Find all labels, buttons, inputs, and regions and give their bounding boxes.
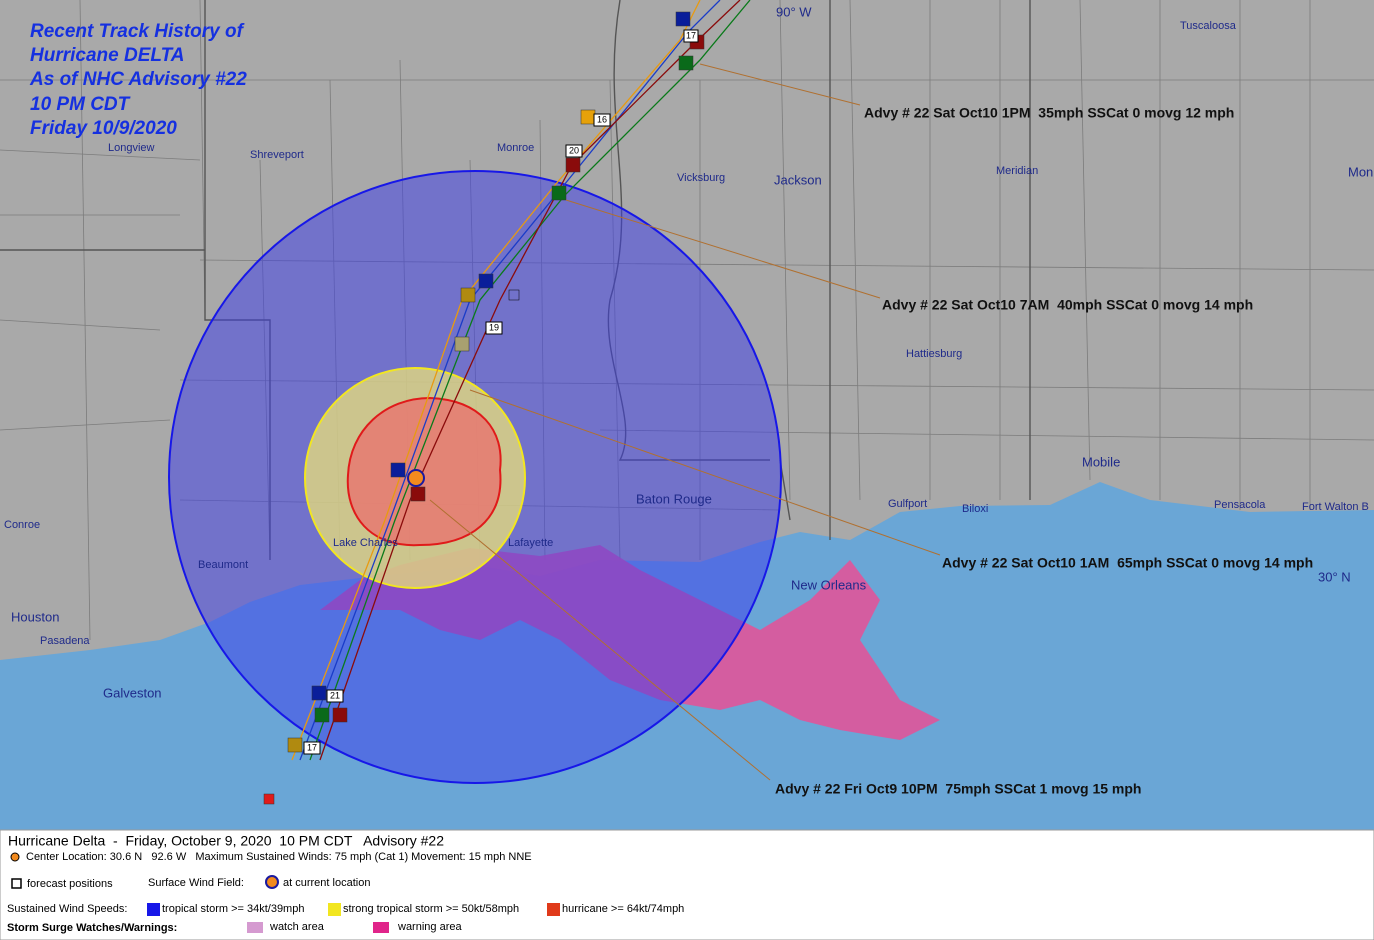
legend-surge: Storm Surge Watches/Warnings: bbox=[7, 922, 177, 934]
advisory: Advy # 22 Sat Oct10 1AM 65mph SSCat 0 mo… bbox=[942, 555, 1313, 571]
track-label: 17 bbox=[307, 742, 317, 752]
city: Longview bbox=[108, 142, 155, 154]
title-line: Hurricane DELTA bbox=[30, 45, 185, 66]
city: Pasadena bbox=[40, 635, 90, 647]
track-label: 17 bbox=[686, 30, 696, 40]
track-label: 20 bbox=[569, 145, 579, 155]
current-center bbox=[407, 469, 425, 487]
track-label: 19 bbox=[489, 322, 499, 332]
city: Gulfport bbox=[888, 498, 927, 510]
legend-heading: Hurricane Delta - Friday, October 9, 202… bbox=[8, 833, 444, 849]
city: Monroe bbox=[497, 142, 534, 154]
legend-ts: tropical storm >= 34kt/39mph bbox=[162, 903, 304, 915]
city: Hattiesburg bbox=[906, 348, 962, 360]
advisories: Advy # 22 Sat Oct10 1PM 35mph SSCat 0 mo… bbox=[775, 105, 1313, 797]
city: Jackson bbox=[774, 172, 822, 187]
legend-wind-field: Surface Wind Field: bbox=[148, 877, 244, 889]
city: Houston bbox=[11, 609, 59, 624]
city: New Orleans bbox=[791, 577, 867, 592]
legend-sts: strong tropical storm >= 50kt/58mph bbox=[343, 903, 519, 915]
track-lines bbox=[291, 0, 751, 761]
city: Beaumont bbox=[198, 559, 248, 571]
longitude-label: 90° W bbox=[776, 4, 812, 19]
legend: Hurricane Delta - Friday, October 9, 202… bbox=[0, 829, 1374, 940]
hurricane-field bbox=[346, 396, 502, 547]
city: Baton Rouge bbox=[636, 491, 712, 506]
city: Conroe bbox=[4, 519, 40, 531]
city: Tuscaloosa bbox=[1180, 20, 1237, 32]
city: Mon bbox=[1348, 164, 1373, 179]
city: Shreveport bbox=[250, 149, 304, 161]
latitude-label: 30° N bbox=[1318, 569, 1351, 584]
legend-speeds: Sustained Wind Speeds: bbox=[7, 903, 127, 915]
legend-current: at current location bbox=[283, 877, 370, 889]
city: Biloxi bbox=[962, 503, 988, 515]
track-label: 16 bbox=[597, 114, 607, 124]
legend-hu: hurricane >= 64kt/74mph bbox=[562, 903, 684, 915]
legend-forecast: forecast positions bbox=[27, 878, 113, 890]
legend-watch: watch area bbox=[269, 921, 325, 933]
title-line: Friday 10/9/2020 bbox=[30, 118, 177, 139]
city: Meridian bbox=[996, 165, 1038, 177]
track-label: 21 bbox=[330, 690, 340, 700]
advisory: Advy # 22 Sat Oct10 7AM 40mph SSCat 0 mo… bbox=[882, 297, 1253, 313]
city: Pensacola bbox=[1214, 499, 1266, 511]
cities: Tuscaloosa Longview Shreveport Monroe Vi… bbox=[4, 20, 1373, 701]
legend-center: Center Location: 30.6 N 92.6 W Maximum S… bbox=[26, 851, 532, 863]
title-line: As of NHC Advisory #22 bbox=[29, 69, 247, 90]
title-line: Recent Track History of bbox=[30, 21, 245, 42]
city: Vicksburg bbox=[677, 172, 725, 184]
track-labels: 17 20 16 19 21 17 bbox=[303, 29, 699, 755]
title-line: 10 PM CDT bbox=[30, 94, 131, 115]
city: Mobile bbox=[1082, 454, 1120, 469]
advisory: Advy # 22 Sat Oct10 1PM 35mph SSCat 0 mo… bbox=[864, 105, 1234, 121]
city: Lafayette bbox=[508, 537, 553, 549]
advisory: Advy # 22 Fri Oct9 10PM 75mph SSCat 1 mo… bbox=[775, 781, 1141, 797]
city: Lake Charles bbox=[333, 537, 398, 549]
legend-warning: warning area bbox=[397, 921, 462, 933]
city: Fort Walton B bbox=[1302, 501, 1369, 513]
title-block: Recent Track History of Hurricane DELTA … bbox=[29, 21, 247, 139]
advisory-leaders bbox=[429, 63, 941, 781]
city: Galveston bbox=[103, 685, 162, 700]
